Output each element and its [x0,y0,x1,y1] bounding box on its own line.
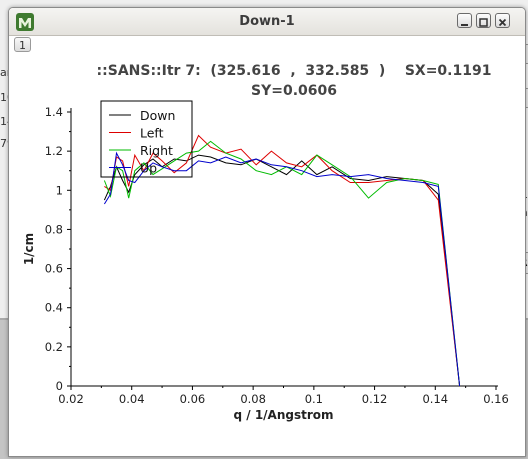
legend-label: Up [140,161,157,176]
close-icon [498,18,507,27]
y-tick-label: 0.4 [45,301,63,315]
x-tick-label: 0.06 [180,392,206,406]
minimize-icon [461,24,468,26]
x-axis-label: q / 1/Angstrom [233,408,333,422]
plot-title-line-2: SY=0.0606 [251,83,337,99]
plot-title-line-1: ::SANS::Itr 7: (325.616 , 332.585 ) SX=0… [96,63,492,79]
window-titlebar[interactable]: Down-1 [9,8,525,36]
x-tick-label: 0.08 [240,392,266,406]
series-line-right [103,140,461,387]
legend-label: Right [140,143,173,158]
minimize-button[interactable] [457,13,472,28]
series-line-left [104,134,461,387]
y-axis-label: 1/cm [22,233,36,265]
x-tick-label: 0.04 [119,392,145,406]
x-tick-label: 0.16 [483,392,509,406]
y-tick-label: 0 [56,379,63,393]
graph-tab-label[interactable]: 1 [14,37,31,52]
y-tick-label: 1.4 [45,105,63,119]
series-line-down [103,154,461,387]
close-button[interactable] [495,13,510,28]
maximize-button[interactable] [476,13,491,28]
legend-label: Left [140,126,164,141]
x-tick-label: 0.12 [362,392,388,406]
y-tick-label: 0.6 [45,262,63,276]
line-chart[interactable]: 0.02 0.04 0.06 0.08 0.1 0.12 0.14 0.16 0 0.2 0.4 0.… [9,8,525,456]
bg-text-1: ar [0,66,12,79]
legend-box [100,100,193,178]
x-tick-label: 0.02 [58,392,84,406]
y-tick-label: 0.2 [45,340,63,354]
y-tick-label: 1 [56,183,63,197]
x-tick-label: 0.1 [305,392,323,406]
series-line-up [103,151,461,387]
maximize-icon [479,18,488,27]
y-tick-label: 1.2 [45,144,63,158]
window-title: Down-1 [239,14,295,29]
app-logo-icon [16,13,34,31]
legend-label: Down [140,108,175,123]
plot-window: Down-1 1 ::SANS::Itr 7: (325.616 , 332.5… [8,7,526,457]
y-tick-label: 0.8 [45,222,63,236]
x-tick-label: 0.14 [422,392,448,406]
